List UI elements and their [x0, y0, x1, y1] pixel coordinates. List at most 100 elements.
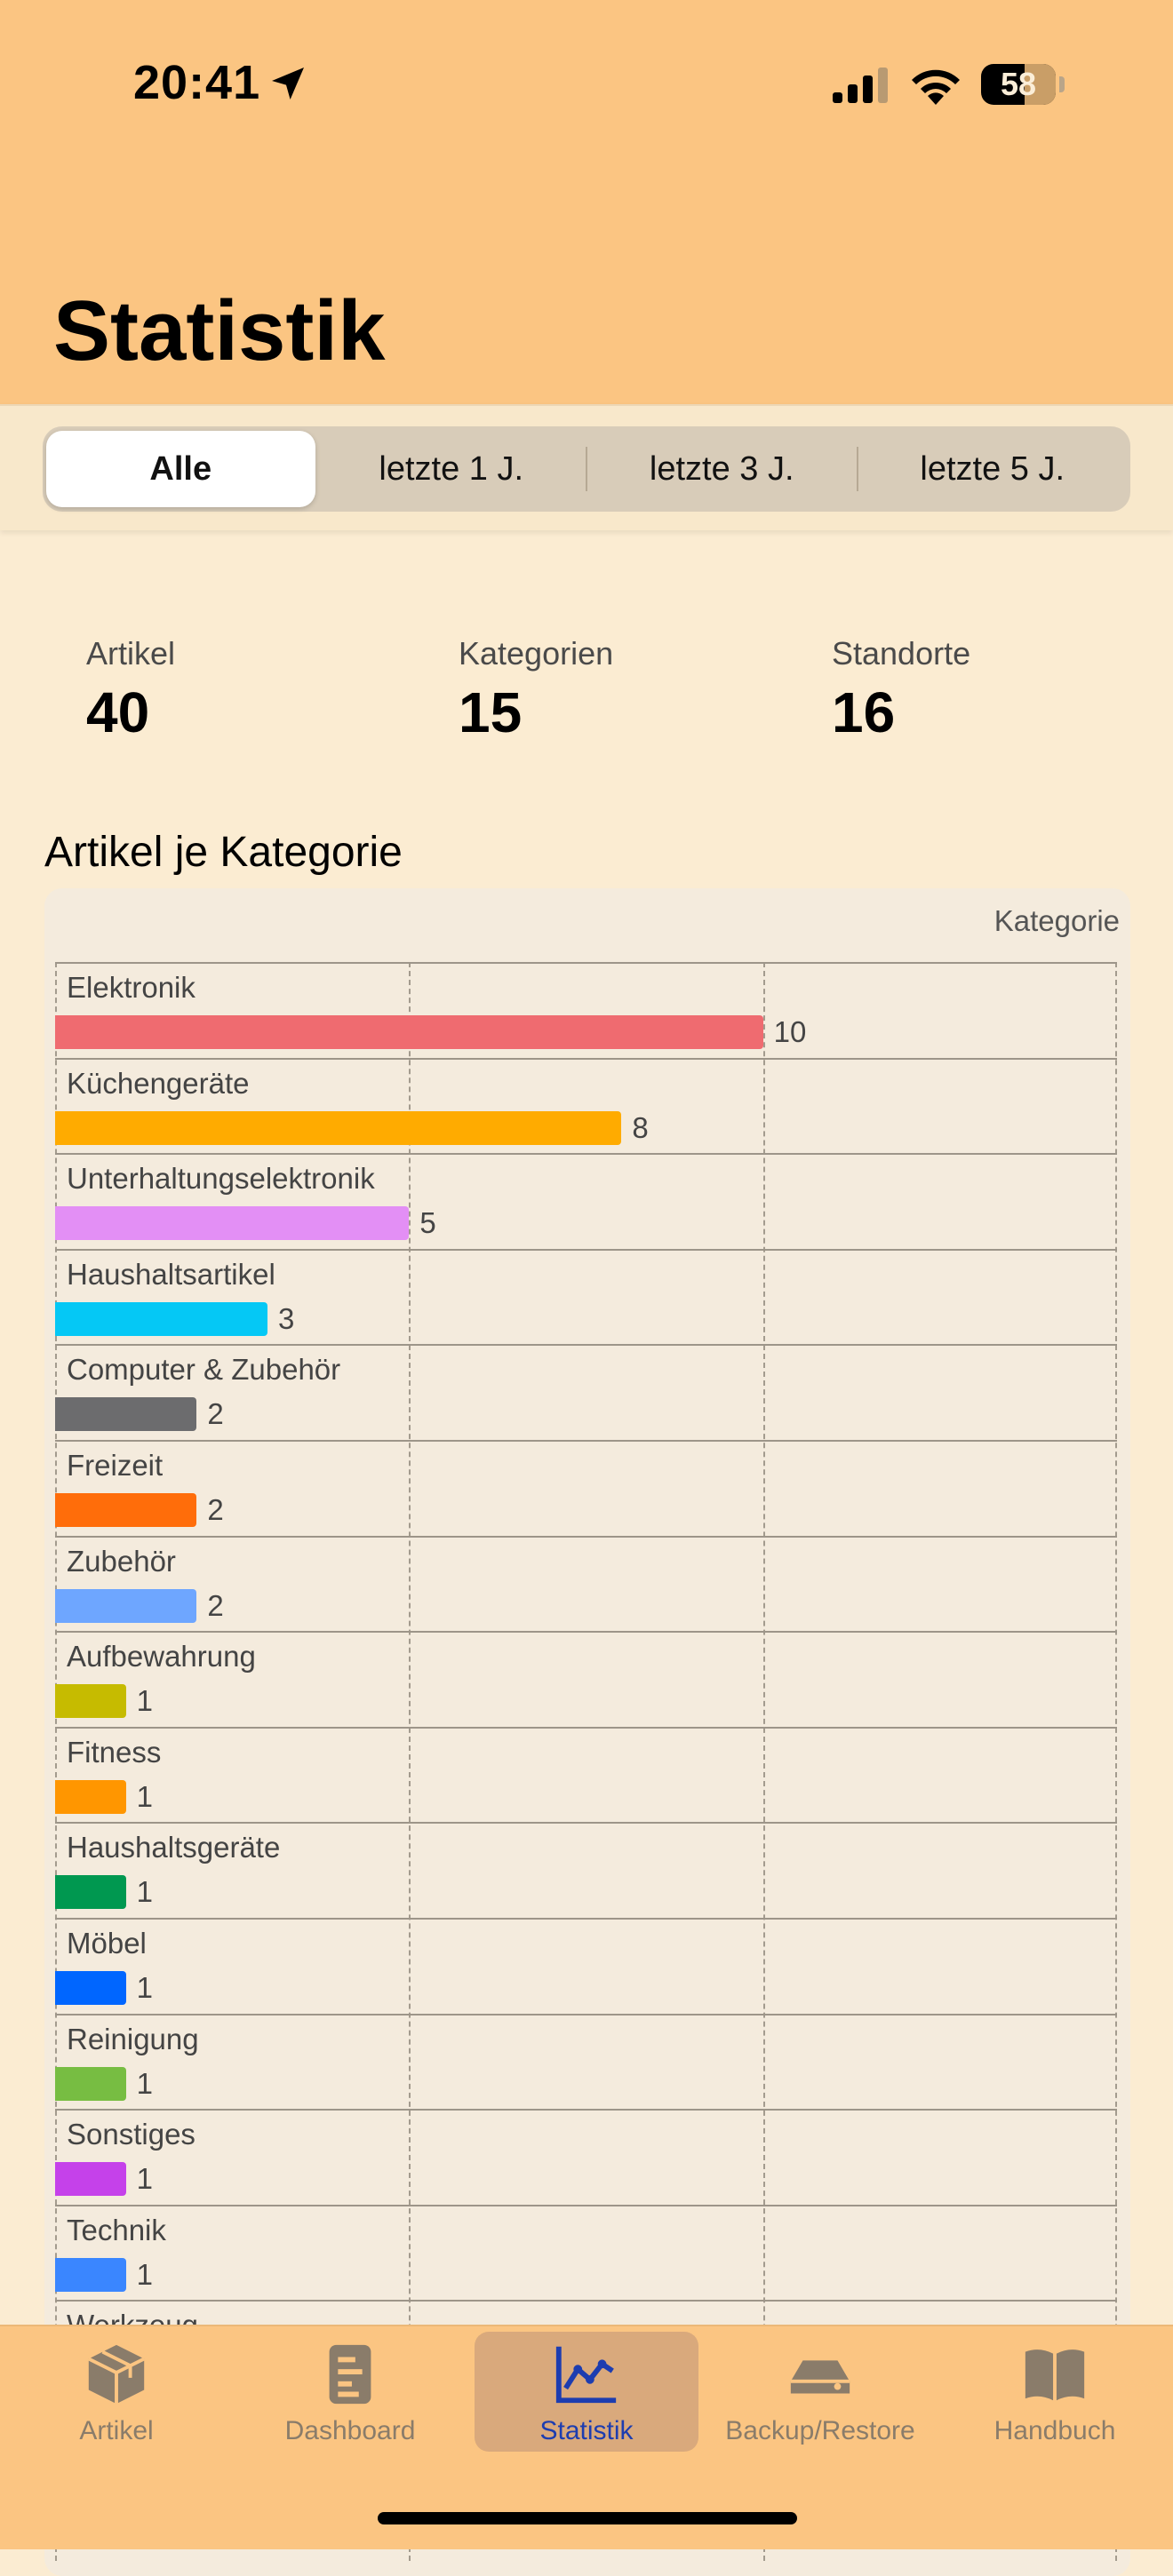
nav-header [0, 0, 1173, 404]
chart-bar [55, 2162, 126, 2197]
battery-tip [1059, 76, 1065, 92]
chart-category-label: Elektronik [67, 971, 196, 1004]
battery-icon [981, 64, 1056, 105]
segment-letzte-1[interactable]: letzte 1 J. [379, 449, 524, 488]
chart-category-label: Möbel [67, 1927, 147, 1960]
chart-bar-value: 2 [207, 1397, 224, 1431]
chart-gridline [55, 962, 57, 2561]
chart-row-separator [55, 2013, 1117, 2015]
tab-backup-restore[interactable]: Backup/Restore [709, 2327, 931, 2461]
chart-bar-value: 10 [773, 1015, 807, 1048]
stat-kategorien: Kategorien 15 [459, 635, 613, 745]
tab-artikel[interactable]: Artikel [5, 2327, 227, 2461]
chart-legend-label: Kategorie [993, 904, 1120, 937]
chart-row-separator [55, 1057, 1117, 1060]
cellular-signal-icon [833, 68, 888, 103]
chart-gridline [762, 962, 765, 2561]
chart-category-label: Unterhaltungselektronik [67, 1162, 375, 1196]
chart-bar [55, 1588, 197, 1623]
chart-category-label: Reinigung [67, 2022, 199, 2055]
chart-bar [55, 1875, 126, 1910]
chart-bar-value: 1 [136, 2066, 154, 2100]
chart-line-icon [555, 2346, 617, 2404]
chart-category-label: Zubehör [67, 1544, 176, 1578]
chart-row-separator [55, 1535, 1117, 1538]
chart-category-label: Küchengeräte [67, 1066, 250, 1100]
chart-gridline [409, 962, 411, 2561]
chart-category-label: Sonstiges [67, 2118, 196, 2151]
status-time: 20:41 [133, 56, 261, 109]
tab-label: Statistik [539, 2416, 634, 2445]
chart-bar [55, 1301, 267, 1336]
tab-handbuch[interactable]: Handbuch [944, 2327, 1166, 2461]
battery-level: 58 [1000, 66, 1037, 102]
chart-row-separator [55, 1726, 1117, 1729]
chart-bar [55, 1206, 410, 1241]
chart-row-separator [55, 1344, 1117, 1347]
chart-bar-value: 2 [207, 1493, 224, 1526]
chart-bar [55, 2257, 126, 2292]
chart-row-separator [55, 1440, 1117, 1442]
chart-bar-value: 8 [632, 1110, 649, 1144]
chart-bar [55, 1015, 763, 1049]
chart-category-label: Aufbewahrung [67, 1640, 256, 1674]
chart-bar [55, 1684, 126, 1719]
stat-standorte: Standorte 16 [832, 635, 970, 745]
chart-bar-value: 2 [207, 1588, 224, 1622]
chart-row-separator [55, 2204, 1117, 2206]
chart-bar [55, 1110, 622, 1145]
book-icon [1025, 2349, 1085, 2401]
chart-bar-value: 1 [136, 1971, 154, 2004]
chart-category-label: Haushaltsgeräte [67, 1831, 281, 1864]
wifi-icon [912, 69, 960, 105]
chart-gridline [1115, 962, 1117, 2561]
chart-row-separator [55, 1248, 1117, 1251]
page-title: Statistik [53, 283, 386, 378]
segment-letzte-3[interactable]: letzte 3 J. [649, 449, 794, 488]
stat-value: 40 [86, 680, 150, 744]
active-tab-highlight [475, 2332, 698, 2452]
segment-letzte-5[interactable]: letzte 5 J. [920, 449, 1065, 488]
chart-bar-value: 1 [136, 1875, 154, 1909]
chart-category-label: Fitness [67, 1735, 162, 1769]
tab-label: Dashboard [284, 2416, 416, 2445]
stat-label: Standorte [832, 635, 971, 672]
segment-alle[interactable]: Alle [46, 431, 315, 507]
chart-bar-value: 5 [419, 1206, 436, 1240]
segment-divider [856, 447, 858, 491]
tab-statistik[interactable]: Statistik [475, 2327, 698, 2461]
stat-artikel: Artikel 40 [86, 635, 175, 745]
chart-bar-value: 3 [278, 1301, 295, 1335]
dashboard-icon [329, 2344, 371, 2405]
stat-label: Artikel [86, 635, 176, 672]
segment-divider [586, 447, 587, 491]
tab-label: Artikel [79, 2416, 154, 2445]
chart-section-title: Artikel je Kategorie [44, 829, 403, 876]
chart-row-separator [55, 1918, 1117, 1920]
stat-label: Kategorien [459, 635, 614, 672]
stat-value: 15 [459, 680, 523, 744]
chart-bar-value: 1 [136, 1779, 154, 1813]
chart-row-separator [55, 1631, 1117, 1634]
chart-row-separator [55, 962, 1117, 964]
category-bar-chart: Elektronik 10 Küchengeräte 8 Unterhaltungsel… [55, 962, 1117, 2561]
tab-label: Backup/Restore [725, 2416, 915, 2445]
chart-row-separator [55, 2109, 1117, 2111]
chart-row-separator [55, 1153, 1117, 1156]
chart-category-label: Computer & Zubehör [67, 1353, 341, 1387]
chart-row-separator [55, 1822, 1117, 1825]
chart-bar [55, 1493, 197, 1527]
location-arrow-icon [272, 68, 304, 99]
external-drive-icon [790, 2360, 850, 2394]
chart-bar [55, 2066, 126, 2101]
chart-category-label: Technik [67, 2213, 166, 2246]
tab-dashboard[interactable]: Dashboard [239, 2327, 461, 2461]
chart-bar [55, 1971, 126, 2005]
chart-bar-value: 1 [136, 2257, 154, 2291]
chart-bar [55, 1397, 197, 1432]
chart-bar-value: 1 [136, 2162, 154, 2196]
tab-label: Handbuch [993, 2416, 1116, 2445]
chart-card [44, 888, 1130, 2576]
box-icon [87, 2344, 146, 2405]
chart-category-label: Haushaltsartikel [67, 1257, 275, 1291]
